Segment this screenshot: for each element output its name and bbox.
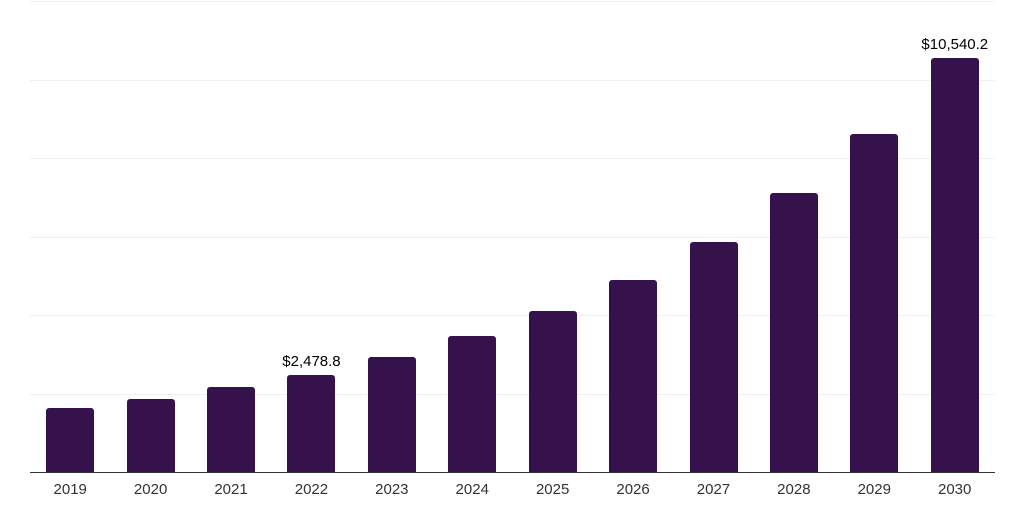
bar-2030	[930, 58, 979, 472]
x-axis-label-2023: 2023	[375, 481, 409, 498]
bar-2025	[528, 311, 577, 472]
bar-2019	[46, 407, 95, 472]
x-axis-labels: 2019 2020 2021 2022 2023 2024 2025 2026 2027 2028…	[30, 479, 995, 501]
x-axis-label-2019: 2019	[53, 481, 87, 498]
data-label-2030: $10,540.2	[921, 36, 989, 54]
bar-2023	[367, 357, 416, 472]
gridline	[30, 315, 995, 316]
x-axis-label-2026: 2026	[616, 481, 650, 498]
x-axis-label-2024: 2024	[455, 481, 489, 498]
gridline	[30, 393, 995, 395]
x-axis-label-2021: 2021	[214, 481, 248, 498]
bar-2022	[287, 374, 336, 472]
bar-2029	[850, 134, 899, 472]
bar-2021	[207, 387, 256, 472]
bar-2020	[126, 398, 175, 472]
x-axis-label-2022: 2022	[294, 481, 329, 498]
x-axis-label-2028: 2028	[777, 481, 811, 498]
bar-2026	[609, 279, 658, 472]
bar-2027	[689, 242, 738, 472]
x-axis-label-2029: 2029	[857, 481, 891, 498]
bar-2028	[769, 193, 818, 472]
gridline	[30, 79, 995, 81]
x-axis-label-2020: 2020	[133, 481, 168, 498]
gridline	[30, 1, 995, 2]
x-axis-label-2025: 2025	[535, 481, 570, 498]
gridline	[30, 158, 995, 159]
bar-2024	[448, 335, 497, 472]
data-label-2022: $2,478.8	[282, 352, 341, 370]
plot-area: $2,478.8 $10,540.2	[30, 1, 995, 473]
x-axis-label-2027: 2027	[696, 481, 731, 498]
gridline	[30, 236, 995, 238]
x-axis-label-2030: 2030	[937, 481, 972, 498]
